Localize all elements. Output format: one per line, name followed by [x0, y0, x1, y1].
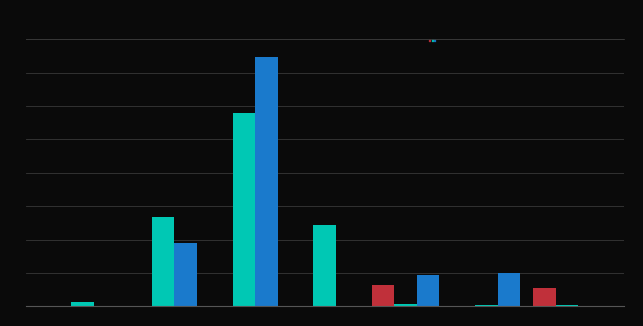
- Bar: [313, 225, 336, 306]
- Legend: , , : , ,: [430, 40, 435, 41]
- Bar: [556, 305, 579, 306]
- Bar: [533, 288, 556, 306]
- Bar: [498, 273, 520, 306]
- Bar: [152, 217, 174, 306]
- Bar: [417, 274, 439, 306]
- Bar: [174, 243, 197, 306]
- Bar: [71, 302, 94, 306]
- Bar: [394, 304, 417, 306]
- Bar: [255, 57, 278, 306]
- Bar: [233, 113, 255, 306]
- Bar: [372, 285, 394, 306]
- Bar: [475, 305, 498, 306]
